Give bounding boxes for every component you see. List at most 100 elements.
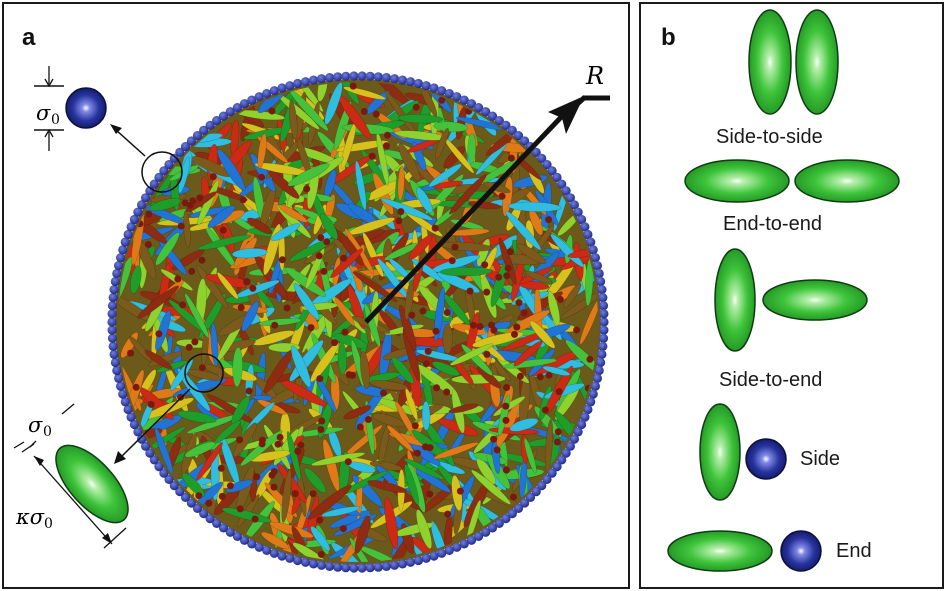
boundary-sphere <box>145 448 155 458</box>
boundary-sphere <box>459 95 469 105</box>
rod-particle <box>411 443 441 466</box>
rod-particle <box>467 133 477 164</box>
end-label: End <box>836 540 872 562</box>
small-sphere-particle <box>490 326 498 334</box>
small-sphere-particle <box>195 492 203 500</box>
boundary-sphere <box>186 136 196 146</box>
boundary-sphere <box>501 514 511 524</box>
small-sphere-particle <box>424 347 432 355</box>
radius-label: R <box>585 62 604 90</box>
rod-icon <box>55 444 129 524</box>
small-sphere-particle <box>356 423 364 431</box>
rod-particle <box>435 127 449 160</box>
boundary-sphere <box>421 553 431 563</box>
boundary-sphere <box>293 78 303 89</box>
rod-particle <box>498 237 517 285</box>
small-sphere-particle <box>348 371 356 379</box>
rod-particle <box>523 437 537 474</box>
small-sphere-particle <box>520 309 528 317</box>
small-sphere-particle <box>488 321 495 329</box>
boundary-sphere <box>525 492 536 502</box>
rod-particle <box>378 425 390 465</box>
boundary-sphere <box>145 186 155 196</box>
boundary-sphere <box>180 142 191 152</box>
small-sphere-particle <box>443 388 451 396</box>
small-sphere-particle <box>493 446 501 454</box>
small-sphere-particle <box>127 349 135 357</box>
boundary-sphere <box>300 557 311 567</box>
rod-particle <box>408 234 433 260</box>
rod-particle <box>542 365 571 376</box>
small-sphere-particle <box>236 436 244 444</box>
boundary-sphere <box>169 153 179 163</box>
rod-particle <box>563 282 582 308</box>
rod-particle <box>334 297 355 326</box>
boundary-sphere <box>547 166 557 176</box>
rod-particle <box>287 163 330 187</box>
small-sphere-particle <box>147 400 155 408</box>
rod-particle <box>375 465 398 486</box>
boundary-sphere <box>557 455 567 465</box>
small-sphere-particle <box>444 510 452 518</box>
boundary-sphere <box>192 503 203 513</box>
small-sphere-particle <box>380 389 387 397</box>
rod-particle <box>439 267 493 277</box>
rod-particle <box>453 359 474 386</box>
small-sphere-particle <box>219 226 227 234</box>
boundary-sphere <box>254 542 264 552</box>
rod-particle <box>433 286 445 342</box>
rod-particle <box>310 342 339 383</box>
rod-width-subscript: 0 <box>43 424 52 440</box>
rod-particle <box>442 323 453 354</box>
small-sphere-particle <box>553 438 561 446</box>
boundary-sphere <box>141 441 151 451</box>
small-sphere-particle <box>504 264 512 272</box>
small-sphere-particle <box>217 464 225 472</box>
boundary-sphere <box>109 285 119 295</box>
rod-particle <box>421 401 431 431</box>
rod-length-symbol: κσ <box>15 505 45 529</box>
boundary-sphere <box>199 125 209 135</box>
small-sphere-particle <box>239 196 247 204</box>
small-sphere-particle <box>483 288 491 296</box>
rod-particle <box>319 213 339 240</box>
rod-particle <box>449 174 487 215</box>
boundary-sphere <box>513 131 524 141</box>
boundary-sphere <box>429 83 439 93</box>
boundary-sphere <box>141 193 151 203</box>
rod-particle <box>516 243 547 264</box>
small-sphere-particle <box>507 154 515 162</box>
small-sphere-particle <box>384 131 391 139</box>
rod-particle <box>579 297 598 345</box>
boundary-sphere <box>487 111 498 121</box>
small-sphere-particle <box>341 328 349 336</box>
small-sphere-particle <box>218 492 226 500</box>
rod-particle <box>269 521 314 539</box>
boundary-sphere <box>365 71 375 81</box>
boundary-sphere <box>107 333 118 343</box>
boundary-sphere <box>381 73 391 83</box>
rod-particle <box>518 280 550 290</box>
small-sphere-particle <box>316 516 324 524</box>
rod-particle <box>155 310 171 351</box>
rod-particle <box>216 272 239 300</box>
rod-particle <box>397 165 405 201</box>
boundary-sphere <box>349 71 359 81</box>
boundary-sphere <box>129 214 139 225</box>
boundary-sphere <box>389 74 400 84</box>
small-sphere-particle <box>209 173 217 181</box>
boundary-sphere <box>594 365 604 376</box>
rod-particle <box>386 425 414 453</box>
small-sphere-particle <box>364 416 372 423</box>
boundary-sphere <box>159 468 169 478</box>
boundary-sphere <box>175 147 185 157</box>
boundary-sphere <box>120 237 130 247</box>
rod-particle <box>509 417 539 432</box>
rod-particle <box>197 234 252 250</box>
boundary-sphere <box>133 207 143 217</box>
rod-particle <box>290 345 311 388</box>
rod-particle <box>289 238 335 262</box>
small-sphere-particle <box>307 324 315 332</box>
boundary-sphere <box>316 560 327 570</box>
rod-particle <box>258 318 302 327</box>
